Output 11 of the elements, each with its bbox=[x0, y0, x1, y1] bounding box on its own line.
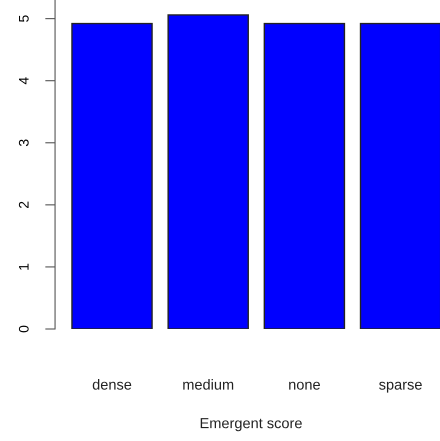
y-tick-label: 5 bbox=[19, 15, 29, 22]
x-tick-label: none bbox=[289, 382, 320, 390]
x-tick-label: sparse bbox=[379, 382, 422, 393]
y-tick-label: 1 bbox=[19, 264, 29, 270]
x-tick-label: dense bbox=[92, 379, 132, 390]
y-tick-label: 4 bbox=[19, 77, 29, 84]
x-tick-label: medium bbox=[183, 379, 234, 390]
y-tick-label: 0 bbox=[18, 326, 29, 332]
y-tick-label: 2 bbox=[18, 202, 29, 208]
y-tick-label: 3 bbox=[18, 140, 29, 146]
x-axis-title: Emergent score bbox=[200, 418, 302, 432]
